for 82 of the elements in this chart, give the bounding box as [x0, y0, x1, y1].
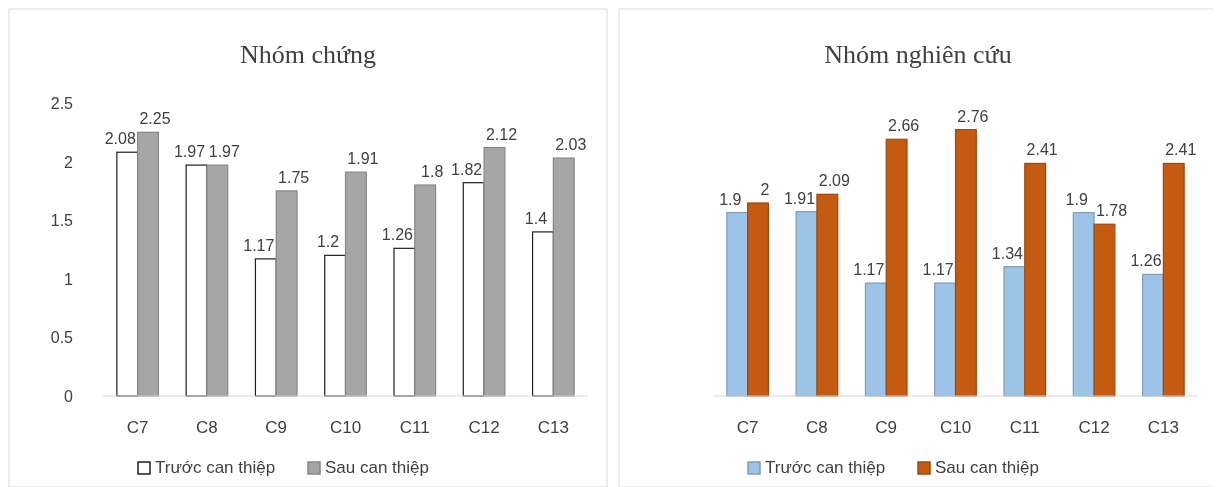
y-tick-label: 2.5: [50, 95, 74, 112]
bar: [954, 129, 977, 397]
data-label: 2.09: [818, 172, 850, 190]
legend-label: Trước can thiệp: [765, 458, 886, 477]
bar: [393, 247, 416, 397]
x-tick-label: C8: [806, 418, 828, 437]
x-tick-label: C8: [196, 418, 218, 437]
chart-title: Nhóm chứng: [239, 40, 377, 69]
x-tick-label: C7: [736, 418, 759, 437]
data-label: 1.2: [316, 233, 340, 251]
y-tick-label: 0: [64, 388, 74, 405]
x-tick-label: C9: [265, 418, 288, 437]
legend-label: Trước can thiệp: [155, 458, 276, 477]
legend-label: Sau can thiệp: [325, 458, 429, 477]
data-label: 1.17: [922, 261, 954, 279]
data-label: 1.9: [1065, 190, 1088, 208]
bar: [483, 146, 506, 397]
data-label: 1.34: [991, 244, 1024, 262]
y-tick-label: 1: [64, 270, 74, 288]
legend-label: Sau can thiệp: [935, 458, 1039, 477]
bar: [816, 193, 839, 397]
bar: [206, 164, 229, 397]
data-label: 2.41: [1026, 141, 1058, 159]
bar: [185, 164, 208, 397]
bar: [552, 157, 575, 397]
data-label: 2.41: [1165, 141, 1197, 159]
x-tick-label: C13: [1147, 418, 1179, 437]
x-tick-label: C10: [329, 418, 362, 437]
data-label: 1.91: [783, 189, 816, 207]
data-label: 1.82: [451, 160, 483, 178]
bar: [864, 282, 887, 397]
y-tick-label: 2: [64, 153, 74, 171]
data-label: 1.17: [243, 236, 275, 254]
x-tick-label: C11: [399, 418, 430, 437]
bar: [275, 190, 298, 397]
bar: [1162, 162, 1185, 397]
bar: [1003, 266, 1026, 397]
x-tick-label: C13: [537, 418, 569, 437]
data-label: 1.17: [853, 261, 885, 279]
data-label: 1.97: [173, 143, 206, 161]
data-label: 1.26: [1130, 252, 1162, 270]
bar: [254, 258, 277, 397]
bar: [1093, 223, 1116, 397]
data-label: 1.97: [208, 143, 240, 161]
data-label: 1.78: [1095, 202, 1128, 220]
bar: [1024, 162, 1047, 397]
bar: [116, 151, 139, 397]
bar: [324, 254, 347, 397]
y-tick-label: 0.5: [50, 329, 74, 347]
bar: [726, 212, 749, 397]
bar: [137, 131, 160, 397]
data-label: 2.25: [139, 110, 171, 128]
data-label: 2: [760, 180, 770, 198]
bar: [747, 202, 770, 397]
data-label: 1.91: [347, 150, 379, 168]
bar: [344, 171, 367, 397]
data-label: 1.4: [524, 209, 548, 227]
data-label: 1.8: [421, 163, 444, 181]
bar: [1072, 212, 1095, 397]
bar: [462, 182, 485, 397]
x-tick-label: C11: [1009, 418, 1040, 437]
x-tick-label: C12: [468, 418, 500, 437]
x-tick-label: C7: [126, 418, 149, 437]
y-tick-label: 1.5: [50, 212, 74, 230]
data-label: 2.03: [555, 136, 587, 154]
x-tick-label: C10: [939, 418, 972, 437]
chart-title: Nhóm nghiên cứu: [824, 40, 1012, 69]
data-label: 2.76: [957, 107, 989, 125]
bar: [885, 138, 908, 397]
bar: [414, 184, 437, 397]
bar: [795, 211, 818, 397]
bar: [934, 282, 957, 397]
x-tick-label: C9: [875, 418, 898, 437]
data-label: 2.08: [104, 130, 136, 148]
x-tick-label: C12: [1078, 418, 1110, 437]
data-label: 1.26: [381, 226, 414, 244]
bar: [1141, 273, 1164, 397]
data-label: 2.12: [485, 125, 518, 143]
bar: [531, 231, 554, 397]
data-label: 1.9: [719, 190, 742, 208]
data-label: 2.66: [888, 117, 920, 135]
data-label: 1.75: [278, 168, 310, 186]
